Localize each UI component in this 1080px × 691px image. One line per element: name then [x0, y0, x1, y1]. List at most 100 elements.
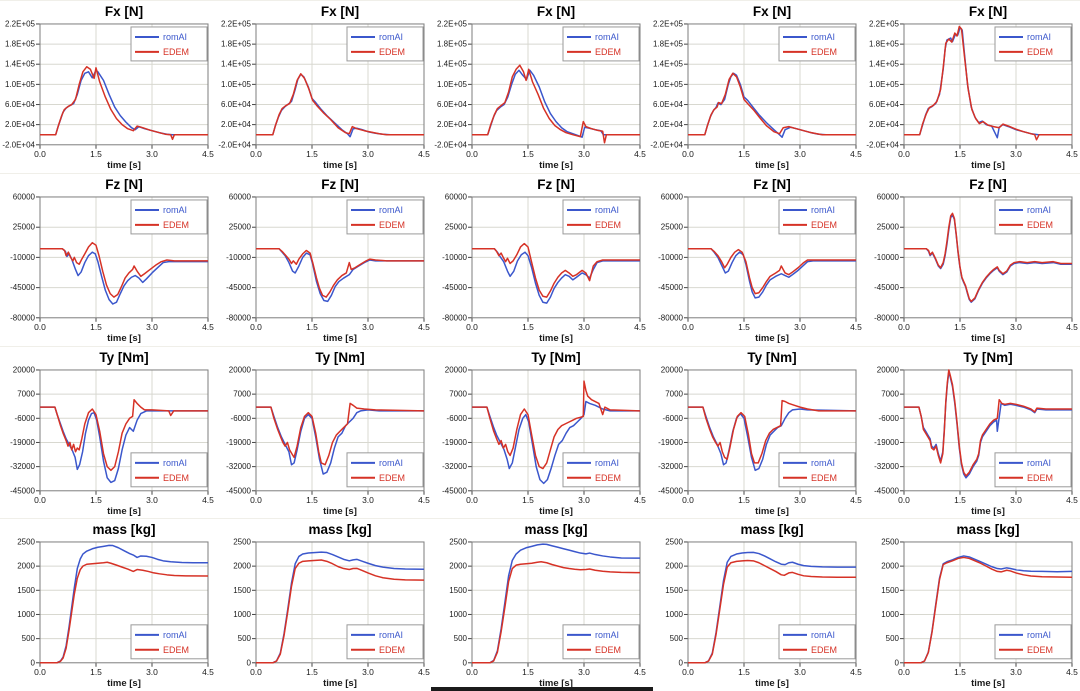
legend-label-EDEM: EDEM: [595, 220, 621, 230]
y-tick-label: -10000: [442, 253, 467, 262]
y-tick-label: 20000: [661, 365, 684, 374]
legend-label-romAI: romAI: [595, 630, 619, 640]
chart-canvas-r1c3: Fx [N] 2.2E+05 1.8E+05 1.4E+05 1.0E+05 6.0E+0…: [434, 4, 646, 171]
x-tick-label: 4.5: [850, 322, 862, 332]
y-tick-label: 1000: [665, 610, 683, 619]
chart-title: Fz [N]: [105, 177, 142, 192]
series-EDEM-line: [688, 560, 856, 664]
y-tick-label: 2.2E+05: [221, 19, 252, 28]
series-EDEM-line: [40, 241, 208, 298]
y-tick-label: 2500: [665, 538, 683, 547]
y-tick-label: 1.0E+05: [221, 80, 252, 89]
y-tick-label: -80000: [226, 313, 251, 322]
y-tick-label: 20000: [229, 365, 252, 374]
chart-canvas-r1c1: Fx [N] 2.2E+05 1.8E+05 1.4E+05 1.0E+05 6.0E+0…: [2, 4, 214, 171]
x-tick-label: 1.5: [738, 149, 750, 159]
plot-frame: [471, 541, 641, 664]
y-tick-label: 1500: [233, 586, 251, 595]
y-tick-label: 7000: [665, 389, 683, 398]
chart-cell-r4c2: mass [kg] 2500 2000 1500 1000 500 0 0.0 1.5 3.0 4.…: [216, 518, 432, 691]
chart-cell-r3c1: Ty [Nm] 20000 7000 -6000 -19000 -32000 -45000 0…: [0, 346, 216, 519]
y-tick-label: -6000: [231, 413, 252, 422]
series-romAI-line: [40, 247, 208, 305]
y-tick-label: 7000: [881, 389, 899, 398]
legend-label-EDEM: EDEM: [1027, 220, 1053, 230]
x-tick-label: 3.0: [578, 322, 590, 332]
legend-label-romAI: romAI: [811, 32, 835, 42]
chart-canvas-r4c2: mass [kg] 2500 2000 1500 1000 500 00.0 1.5 3.0 4.…: [233, 522, 430, 689]
x-tick-label: 1.5: [306, 149, 318, 159]
x-tick-label: 0.0: [898, 667, 910, 677]
chart-canvas-r1c4: Fx [N] 2.2E+05 1.8E+05 1.4E+05 1.0E+05 6.0E+0…: [650, 4, 862, 171]
legend: [562, 624, 640, 660]
chart-canvas-r3c5: Ty [Nm] 20000 7000 -6000 -19000 -32000 -450000…: [874, 349, 1078, 516]
y-tick-label: -2.0E+04: [2, 140, 35, 149]
x-tick-label: 0.0: [250, 322, 262, 332]
x-tick-label: 1.5: [90, 322, 102, 332]
x-tick-label: 0.0: [34, 149, 46, 159]
legend-label-romAI: romAI: [1027, 630, 1051, 640]
x-tick-label: 1.5: [954, 494, 966, 504]
chart-cell-r3c5: Ty [Nm] 20000 7000 -6000 -19000 -32000 -45000 0…: [864, 346, 1080, 519]
chart-cell-r3c2: Ty [Nm] 20000 7000 -6000 -19000 -32000 -45000 0…: [216, 346, 432, 519]
chart-cell-r2c2: Fz [N] 60000 25000 -10000 -45000 -80000 0.0 1.5…: [216, 173, 432, 346]
legend: [994, 199, 1072, 235]
legend-label-EDEM: EDEM: [163, 47, 189, 57]
legend: [130, 624, 208, 660]
x-axis-label: time [s]: [539, 678, 573, 689]
legend: [778, 26, 856, 62]
chart-cell-r4c3: mass [kg] 2500 2000 1500 1000 500 0 0.0 1.5 3.0 4.…: [432, 518, 648, 691]
chart-title: Fx [N]: [537, 4, 575, 19]
legend-label-romAI: romAI: [163, 32, 187, 42]
y-tick-label: 2.2E+05: [869, 19, 900, 28]
x-tick-label: 3.0: [1010, 149, 1022, 159]
y-tick-label: 60000: [445, 192, 468, 201]
x-tick-label: 3.0: [1010, 667, 1022, 677]
y-tick-label: 1000: [17, 610, 35, 619]
chart-title: mass [kg]: [741, 522, 804, 537]
y-tick-label: -80000: [442, 313, 467, 322]
y-tick-label: 2.2E+05: [653, 19, 684, 28]
chart-title: Fz [N]: [753, 177, 790, 192]
x-tick-label: 1.5: [90, 667, 102, 677]
y-tick-label: 1.8E+05: [437, 40, 468, 49]
x-tick-label: 0.0: [898, 494, 910, 504]
legend-label-romAI: romAI: [163, 457, 187, 467]
series-EDEM-line: [472, 64, 640, 144]
legend-label-EDEM: EDEM: [811, 47, 837, 57]
y-tick-label: 0: [463, 659, 468, 668]
x-tick-label: 3.0: [794, 149, 806, 159]
legend-label-EDEM: EDEM: [811, 472, 837, 482]
y-tick-label: -10000: [658, 253, 683, 262]
plot-frame: [39, 196, 209, 319]
x-tick-label: 0.0: [682, 322, 694, 332]
chart-title: Fx [N]: [321, 4, 359, 19]
y-tick-label: 1.4E+05: [653, 60, 684, 69]
legend-label-romAI: romAI: [1027, 205, 1051, 215]
x-tick-label: 4.5: [202, 322, 214, 332]
y-tick-label: -19000: [10, 437, 35, 446]
y-tick-label: -32000: [226, 462, 251, 471]
x-tick-label: 1.5: [90, 149, 102, 159]
y-tick-label: -80000: [10, 313, 35, 322]
legend-label-romAI: romAI: [595, 205, 619, 215]
y-tick-label: 1.0E+05: [437, 80, 468, 89]
legend-label-EDEM: EDEM: [811, 220, 837, 230]
chart-title: mass [kg]: [309, 522, 372, 537]
x-tick-label: 4.5: [418, 322, 430, 332]
legend: [346, 199, 424, 235]
y-tick-label: 1.0E+05: [653, 80, 684, 89]
bottom-bar: [431, 687, 653, 691]
chart-cell-r2c5: Fz [N] 60000 25000 -10000 -45000 -80000 0.0 1.5…: [864, 173, 1080, 346]
x-tick-label: 4.5: [418, 494, 430, 504]
y-tick-label: 25000: [13, 222, 36, 231]
x-tick-label: 4.5: [634, 494, 646, 504]
x-tick-label: 0.0: [466, 494, 478, 504]
x-tick-label: 0.0: [466, 667, 478, 677]
chart-title: Ty [Nm]: [747, 349, 796, 364]
x-tick-label: 0.0: [682, 667, 694, 677]
y-tick-label: 1.4E+05: [869, 60, 900, 69]
